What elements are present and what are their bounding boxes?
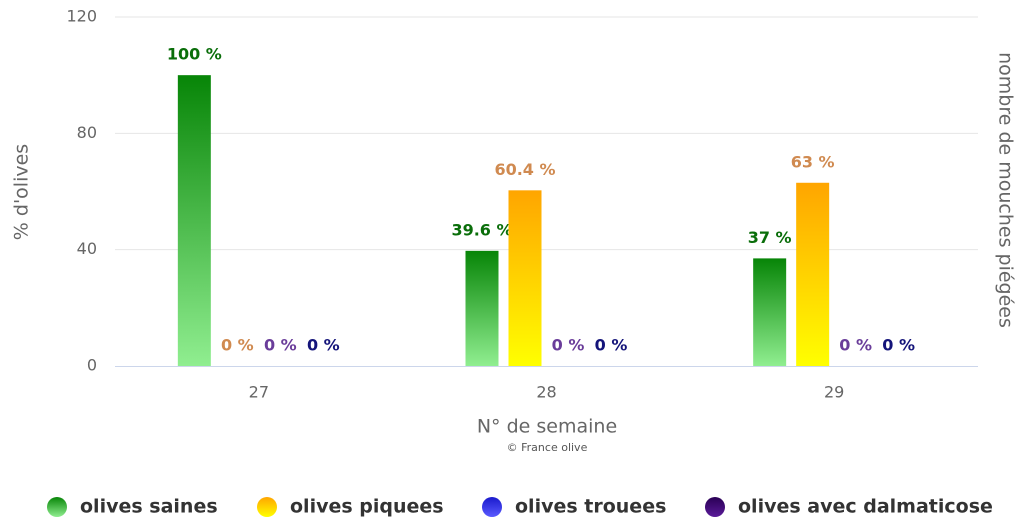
x-tick-label: 27 [249, 383, 269, 402]
data-label: 0 % [221, 336, 254, 355]
data-label: 39.6 % [451, 220, 512, 239]
credit: © France olive [507, 441, 588, 454]
x-axis-title: N° de semaine [477, 416, 617, 438]
x-tick-label: 28 [536, 383, 556, 402]
bar [177, 75, 211, 367]
bar [753, 258, 787, 366]
data-label: 37 % [748, 228, 792, 247]
data-label: 0 % [882, 336, 915, 355]
data-label: 63 % [791, 152, 835, 171]
data-label: 0 % [595, 336, 628, 355]
legend-marker [705, 497, 725, 517]
y-tick-label: 80 [77, 123, 97, 142]
data-label: 0 % [264, 336, 297, 355]
legend-label: olives avec dalmaticose [738, 496, 993, 517]
legend-marker [47, 497, 67, 517]
legend-label: olives piquees [290, 496, 444, 517]
y-axis-title: % d'olives [11, 144, 33, 240]
bar [796, 182, 830, 366]
y2-axis-title: nombre de mouches piégées [995, 52, 1017, 328]
y-tick-label: 120 [66, 7, 97, 26]
data-label: 0 % [552, 336, 585, 355]
data-label: 100 % [167, 45, 222, 64]
legend-marker [482, 497, 502, 517]
legend-label: olives saines [80, 496, 218, 517]
bar [508, 190, 542, 366]
data-label: 0 % [839, 336, 872, 355]
y-tick-label: 0 [87, 356, 97, 375]
x-tick-label: 29 [824, 383, 844, 402]
bar [465, 250, 499, 366]
y-tick-label: 40 [77, 239, 97, 258]
data-label: 0 % [307, 336, 340, 355]
legend-label: olives trouees [515, 496, 666, 517]
legend-marker [257, 497, 277, 517]
data-label: 60.4 % [494, 160, 555, 179]
